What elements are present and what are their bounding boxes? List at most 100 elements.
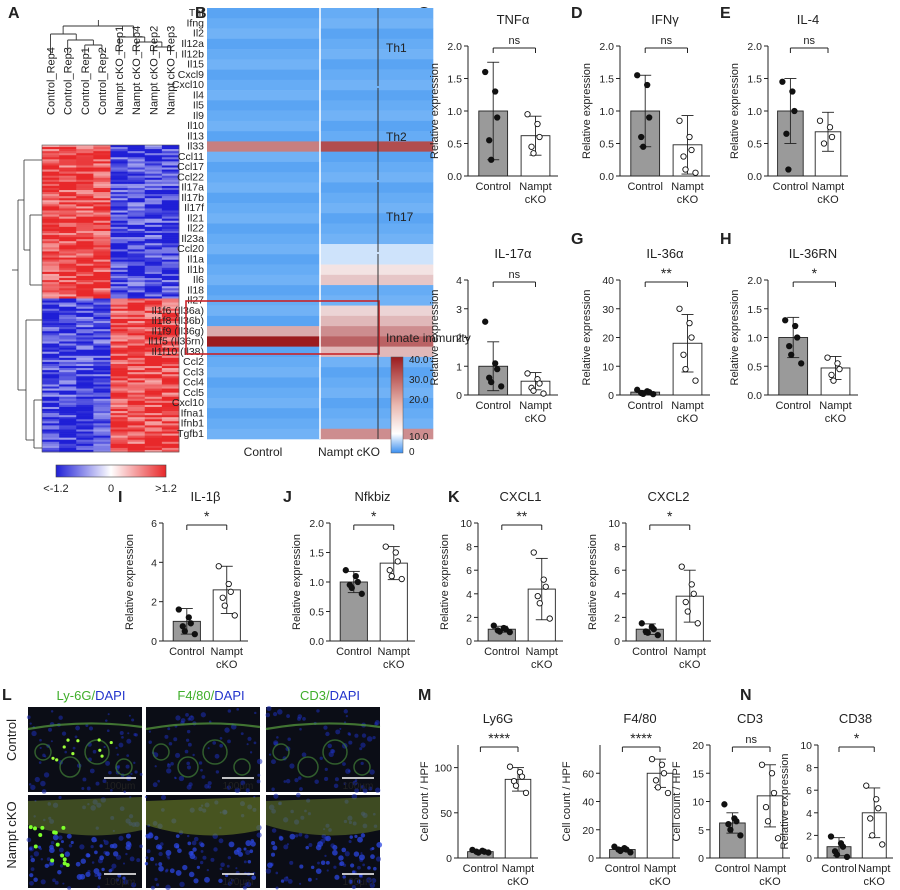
x-tick-label-cko: Nampt [819, 400, 851, 412]
heatmap-a-cell [144, 400, 163, 404]
data-point [546, 615, 553, 622]
heatmap-a-cell [93, 431, 111, 434]
heatmap-a-cell [144, 179, 163, 183]
heatmap-a-cell [59, 235, 77, 238]
heatmap-a-cell [93, 406, 111, 410]
infiltrating-nucleus [238, 851, 243, 857]
data-point [658, 761, 666, 768]
heatmap-a-cell [161, 345, 180, 348]
nucleus [50, 710, 54, 713]
nucleus [46, 857, 51, 861]
heatmap-a-cell [127, 400, 146, 404]
heatmap-a-cell [161, 337, 180, 340]
heatmap-a-cell [127, 198, 146, 201]
heatmap-a-cell [93, 415, 111, 418]
nucleus [256, 779, 261, 784]
infiltrating-nucleus [204, 876, 210, 883]
heatmap-a-cell [127, 327, 146, 330]
heatmap-a-cell [127, 292, 146, 295]
heatmap-a-cell [144, 157, 163, 160]
chart-title: CXCL2 [648, 489, 690, 504]
heatmap-a-cell [110, 413, 128, 416]
heatmap-a-cell [42, 149, 60, 152]
nucleus [42, 753, 46, 757]
heatmap-a-cell [93, 251, 111, 254]
heatmap-a-cell [144, 233, 163, 236]
heatmap-a-cell [127, 280, 146, 283]
heatmap-a-cell [93, 425, 111, 428]
heatmap-b-cell [320, 326, 434, 337]
data-point [875, 805, 882, 812]
heatmap-a-cell [93, 177, 111, 181]
infiltrating-nucleus [60, 840, 64, 844]
y-tick-label: 4 [466, 589, 472, 601]
infiltrating-nucleus [371, 847, 375, 851]
heatmap-a-cell [59, 402, 77, 406]
heatmap-a-cell [161, 351, 180, 355]
heatmap-a-cell [161, 415, 180, 418]
heatmap-a-cell [76, 161, 94, 164]
heatmap-a-cell [110, 282, 128, 285]
heatmap-a-cell [76, 173, 94, 176]
chart-title: CD38 [839, 711, 872, 726]
heatmap-a-cell [127, 194, 146, 197]
nucleus [360, 742, 366, 748]
heatmap-a-cell [93, 445, 111, 449]
nucleus [110, 789, 113, 792]
heatmap-a-cell [144, 230, 163, 234]
heatmap-a-cell [42, 366, 60, 369]
heatmap-b-cell [207, 264, 321, 276]
nucleus [154, 877, 158, 882]
heatmap-b-cell [207, 223, 321, 235]
data-point [617, 847, 624, 855]
heatmap-a-cell [59, 347, 77, 350]
nucleus [165, 868, 169, 872]
gene-label: Ifnb1 [181, 418, 205, 430]
data-point [634, 72, 641, 79]
heatmap-a-cell [127, 325, 146, 328]
data-point [648, 755, 656, 763]
heatmap-a-cell [59, 149, 77, 152]
heatmap-a-cell [93, 278, 111, 281]
heatmap-a-cell [42, 228, 60, 232]
heatmap-a-cell [59, 147, 77, 150]
heatmap-a-cell [127, 406, 146, 410]
infiltrating-nucleus [175, 870, 182, 876]
heatmap-a-cell [110, 394, 128, 398]
heatmap-a-cell [161, 294, 180, 297]
heatmap-a-cell [127, 433, 146, 436]
heatmap-a-cell [93, 288, 111, 291]
heatmap-b-cell [207, 182, 321, 194]
heatmap-a-cell [144, 196, 163, 199]
heatmap-a-cell [76, 306, 94, 310]
heatmap-a-cell [161, 261, 180, 265]
heatmap-a-cell [76, 445, 94, 449]
infiltrating-nucleus [70, 840, 74, 845]
nucleus [68, 843, 73, 848]
data-point [785, 166, 792, 173]
data-point [843, 853, 851, 861]
x-tick-label-cko-line2: cKO [864, 876, 886, 888]
heatmap-a-cell [127, 341, 146, 344]
heatmap-a-cell [76, 425, 94, 428]
x-tick-label-cko: Nampt [671, 400, 703, 412]
nucleus [287, 737, 291, 741]
heatmap-a-cell [42, 261, 60, 265]
heatmap-a-cell [110, 357, 128, 361]
heatmap-a-cell [110, 304, 128, 307]
heatmap-a-cell [144, 243, 163, 246]
heatmap-a-cell [127, 214, 146, 217]
heatmap-a-cell [76, 388, 94, 391]
heatmap-a-cell [144, 200, 163, 203]
heatmap-a-cell [127, 265, 146, 269]
heatmap-b-cell [320, 141, 434, 152]
heatmap-a-cell [42, 431, 60, 434]
nucleus [352, 780, 358, 786]
heatmap-a-cell [93, 253, 111, 256]
heatmap-a-cell [59, 167, 77, 170]
heatmap-a-cell [110, 278, 128, 281]
panel-b-column-label-control: Control [244, 445, 283, 459]
epidermis-layer [265, 722, 381, 731]
